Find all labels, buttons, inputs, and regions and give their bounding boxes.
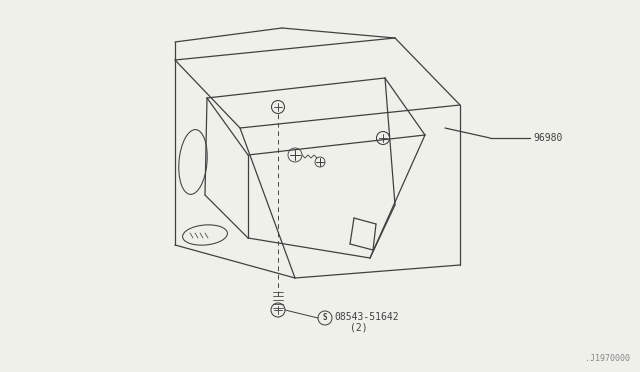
Text: 96980: 96980 [533,133,563,143]
Text: .J1970000: .J1970000 [585,354,630,363]
Text: (2): (2) [350,322,367,332]
Text: S: S [323,314,327,323]
Text: 08543-51642: 08543-51642 [334,312,399,322]
